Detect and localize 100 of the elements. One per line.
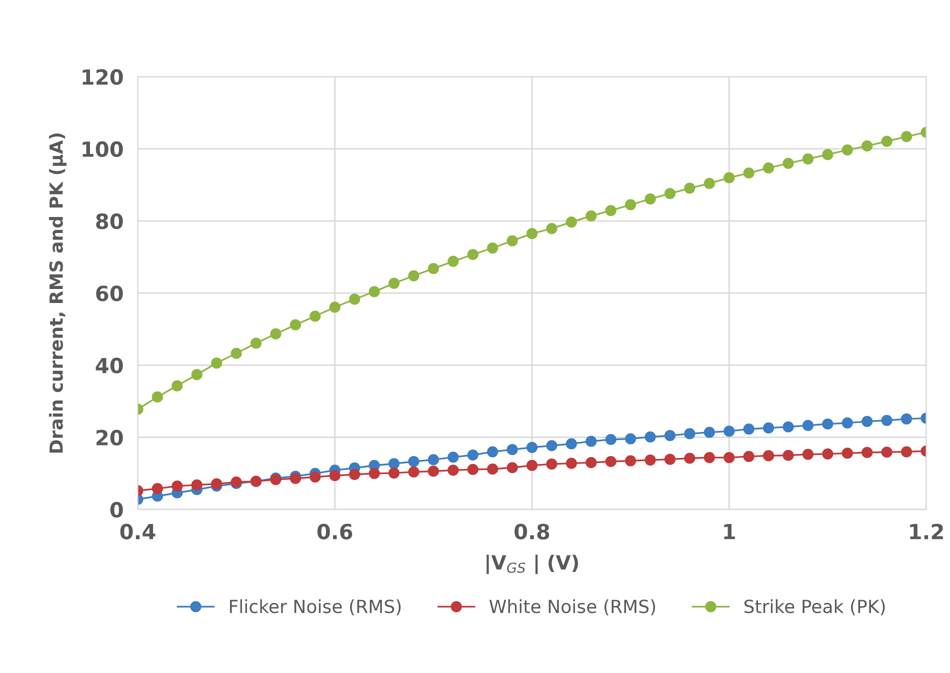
point [664, 188, 676, 200]
point [566, 438, 577, 450]
point [822, 418, 834, 430]
point [388, 467, 400, 479]
point [802, 420, 814, 431]
point [586, 210, 597, 222]
point [448, 464, 459, 476]
point [762, 162, 774, 174]
point [487, 464, 498, 475]
point [644, 193, 656, 205]
point [546, 222, 558, 234]
point [428, 466, 439, 477]
point [684, 428, 696, 440]
point [900, 413, 912, 424]
point [782, 158, 794, 169]
point [487, 242, 498, 254]
point [586, 457, 597, 468]
point [290, 319, 302, 330]
y-tick-label: 60 [96, 286, 123, 302]
y-tick-label: 20 [96, 430, 123, 446]
point [724, 452, 735, 464]
point [743, 423, 754, 435]
point [605, 204, 616, 216]
x-tick-label: 1 [724, 524, 735, 540]
point [172, 480, 183, 492]
x-tick-label: 0.4 [120, 524, 156, 540]
x-axis-title: |V$_{GS}$ | (V) [486, 554, 578, 574]
y-tick-label: 120 [82, 69, 123, 85]
point [526, 228, 538, 240]
legend-label: Strike Peak (PK) [744, 599, 885, 616]
point [881, 446, 892, 458]
point [743, 167, 754, 179]
point [743, 450, 754, 462]
point [822, 149, 834, 160]
point [704, 426, 715, 438]
point [625, 455, 636, 466]
point [310, 310, 321, 322]
point [448, 256, 459, 267]
point [782, 421, 794, 432]
point [684, 182, 696, 194]
point [842, 448, 853, 459]
point [191, 479, 202, 490]
point [467, 464, 478, 475]
point [526, 460, 538, 472]
point [900, 446, 912, 458]
x-tick-label: 0.6 [317, 524, 352, 540]
point [782, 450, 794, 461]
point [802, 153, 814, 164]
point [368, 468, 380, 479]
point [368, 286, 380, 298]
point [644, 431, 656, 443]
point [408, 270, 420, 282]
point [546, 458, 558, 470]
y-tick-label: 0 [110, 502, 123, 518]
point [290, 472, 302, 484]
point [448, 452, 459, 463]
point [329, 302, 340, 313]
point [388, 458, 400, 470]
point [724, 172, 735, 184]
point [467, 449, 478, 461]
point [566, 458, 577, 469]
point [506, 235, 518, 246]
x-tick-label: 0.8 [514, 524, 550, 540]
point [250, 338, 262, 349]
point [625, 433, 636, 444]
point [862, 446, 873, 458]
point [329, 470, 340, 482]
point [310, 471, 321, 483]
point [270, 328, 282, 340]
point [172, 380, 183, 392]
point [862, 416, 873, 428]
point [900, 131, 912, 142]
point [428, 454, 439, 466]
point [684, 452, 696, 464]
legend-label: Flicker Noise (RMS) [230, 599, 401, 616]
point [664, 430, 676, 442]
point [664, 454, 676, 465]
point [526, 442, 538, 453]
point [211, 357, 222, 369]
point [152, 482, 164, 494]
point [842, 144, 853, 156]
point [408, 466, 420, 478]
legend-label: White Noise (RMS) [489, 599, 656, 616]
point [644, 454, 656, 466]
point [546, 440, 558, 452]
point [487, 446, 498, 458]
point [211, 478, 222, 490]
y-tick-label: 80 [96, 213, 123, 230]
point [862, 140, 873, 152]
point [762, 422, 774, 434]
point [388, 278, 400, 289]
point [191, 369, 202, 380]
point [842, 417, 853, 428]
y-axis-title: Drain current, RMS and PK (µA) [48, 133, 66, 453]
point [724, 426, 735, 437]
point [586, 436, 597, 447]
point [704, 452, 715, 464]
point [428, 263, 439, 274]
point [704, 178, 715, 190]
point [881, 136, 892, 147]
